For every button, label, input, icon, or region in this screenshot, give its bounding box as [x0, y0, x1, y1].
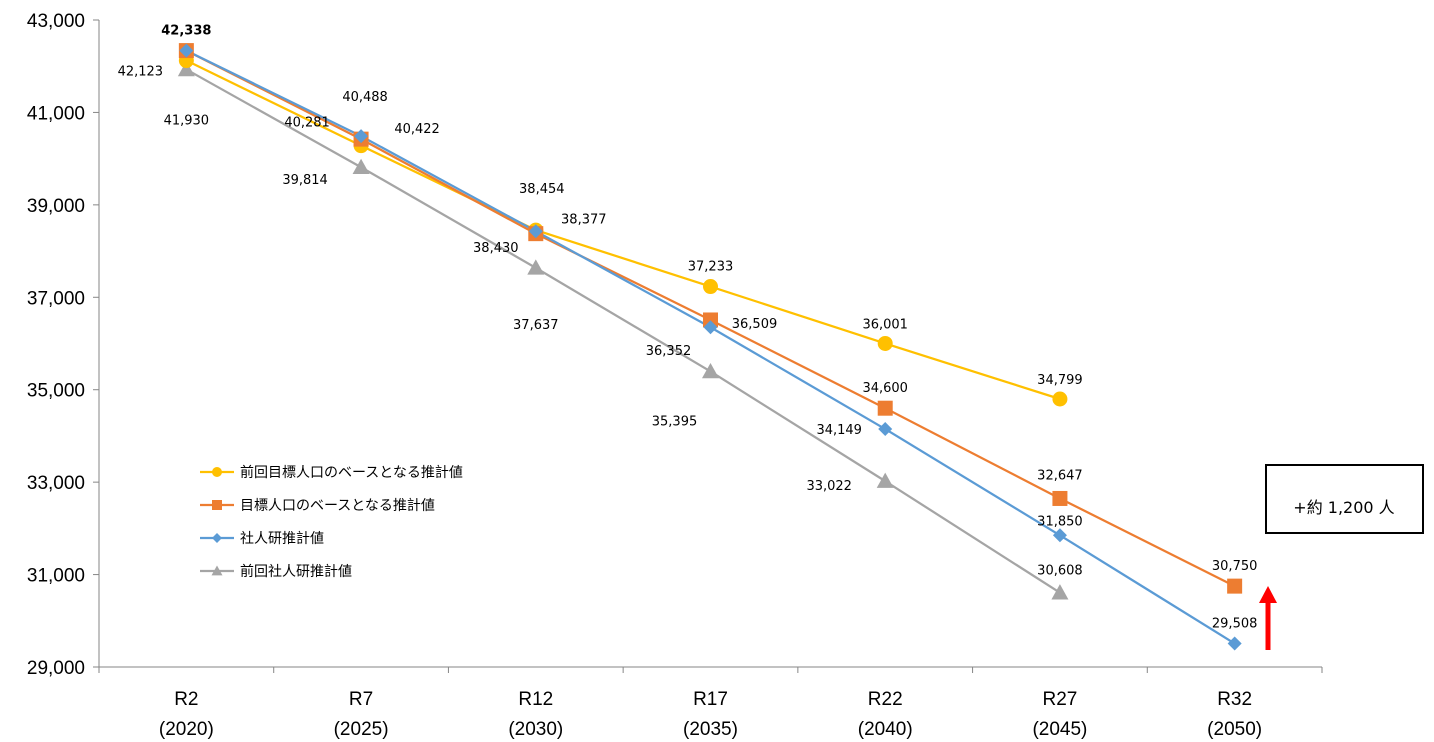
ipss-marker	[1052, 528, 1067, 543]
legend-item-ipss: 社人研推計値	[200, 531, 324, 547]
prev-target-base-marker	[1052, 391, 1068, 407]
legend-marker	[212, 533, 222, 543]
ipss-marker	[179, 43, 194, 58]
x-tick-label: R22	[868, 689, 903, 710]
ipss-marker	[703, 320, 718, 335]
data-label: 40,488	[342, 90, 388, 105]
x-tick-label: R2	[174, 689, 198, 710]
x-tick-sublabel: (2020)	[159, 719, 214, 740]
data-label: 36,001	[862, 317, 908, 332]
prev-ipss-marker	[177, 60, 195, 77]
x-tick-sublabel: (2050)	[1207, 719, 1262, 740]
prev-ipss-marker	[702, 362, 719, 379]
y-tick-label: 37,000	[27, 288, 85, 309]
prev-ipss-marker	[876, 472, 894, 488]
x-tick-label: R27	[1042, 689, 1077, 710]
x-tick-label: R17	[693, 689, 728, 710]
x-tick-label: R32	[1217, 689, 1252, 710]
data-labels: 42,123 40,281 38,454 37,233 36,001 34,799 42,3…	[118, 24, 1258, 632]
data-label: 37,233	[688, 260, 734, 275]
legend-item-prev-target-base: 前回目標人口のベースとなる推計値	[200, 464, 463, 481]
annotation-text: +約 1,200 人	[1293, 498, 1394, 517]
legend-label: 目標人口のベースとなる推計値	[240, 498, 435, 514]
series-markers	[177, 43, 1243, 651]
x-tick-sublabel: (2030)	[508, 719, 563, 740]
target-base-marker	[877, 400, 893, 416]
x-tick-sublabel: (2040)	[858, 719, 913, 740]
annotation-box	[1265, 464, 1424, 534]
ipss-marker	[878, 422, 893, 437]
y-tick-label: 31,000	[27, 566, 85, 587]
x-tick-label: R12	[518, 689, 553, 710]
data-label: 38,377	[561, 213, 607, 228]
data-label: 33,022	[806, 479, 852, 494]
target-base-marker	[1052, 490, 1068, 506]
data-label: 36,352	[646, 344, 692, 359]
legend: 前回目標人口のベースとなる推計値目標人口のベースとなる推計値社人研推計値前回社人…	[200, 464, 463, 580]
data-label: 34,799	[1037, 373, 1083, 388]
data-label: 35,395	[652, 414, 698, 429]
ipss-marker	[354, 129, 369, 144]
prev-ipss-line	[185, 68, 1061, 594]
y-tick-label: 33,000	[27, 473, 85, 494]
data-label: 34,600	[862, 381, 908, 396]
data-label: 42,123	[118, 65, 164, 80]
legend-label: 前回社人研推計値	[240, 563, 352, 580]
ipss-marker	[1227, 636, 1242, 651]
target-base-marker	[1227, 578, 1243, 594]
data-label: 32,647	[1037, 468, 1083, 483]
legend-marker	[212, 500, 222, 510]
data-label: 30,608	[1037, 564, 1083, 579]
legend-marker	[212, 467, 222, 477]
legend-label: 前回目標人口のベースとなる推計値	[240, 464, 463, 481]
prev-target-base-marker	[703, 279, 718, 295]
data-label: 30,750	[1212, 559, 1258, 574]
legend-item-target-base: 目標人口のベースとなる推計値	[200, 498, 435, 514]
annotation: +約 1,200 人	[1259, 464, 1424, 650]
chart-axes: 29,000 31,000 33,000 35,000 37,000 39,000 41,0…	[27, 11, 1323, 740]
y-tick-label: 43,000	[27, 11, 85, 32]
y-tick-label: 35,000	[27, 381, 85, 402]
prev-ipss-marker	[527, 259, 545, 275]
data-label: 37,637	[513, 318, 559, 333]
legend-item-prev-ipss: 前回社人研推計値	[200, 563, 352, 580]
ipss-line	[185, 49, 1236, 645]
prev-ipss-marker	[1051, 584, 1069, 600]
prev-ipss-marker	[352, 158, 370, 175]
x-tick-sublabel: (2035)	[683, 719, 738, 740]
data-label: 41,930	[164, 113, 210, 128]
target-base-marker	[703, 312, 718, 328]
y-tick-label: 39,000	[27, 196, 85, 217]
series-lines	[185, 49, 1236, 645]
y-tick-label: 41,000	[27, 103, 85, 124]
prev-target-base-line	[185, 59, 1061, 401]
data-label: 34,149	[816, 423, 862, 438]
y-tick-label: 29,000	[27, 658, 85, 679]
data-label: 29,508	[1212, 617, 1258, 632]
annotation-arrow-head	[1259, 586, 1277, 603]
data-label: 38,454	[519, 182, 565, 197]
data-label: 40,422	[394, 122, 440, 137]
data-label: 42,338	[161, 24, 211, 39]
prev-target-base-marker	[877, 335, 893, 351]
data-label: 31,850	[1037, 514, 1083, 529]
data-label: 39,814	[282, 173, 328, 188]
x-tick-label: R7	[349, 689, 373, 710]
data-label: 40,281	[284, 116, 330, 131]
legend-marker	[211, 565, 223, 576]
x-tick-sublabel: (2045)	[1032, 719, 1087, 740]
ipss-marker	[528, 224, 543, 239]
data-label: 36,509	[732, 317, 778, 332]
x-tick-sublabel: (2025)	[334, 719, 389, 740]
legend-label: 社人研推計値	[240, 531, 324, 547]
data-label: 38,430	[473, 241, 519, 256]
